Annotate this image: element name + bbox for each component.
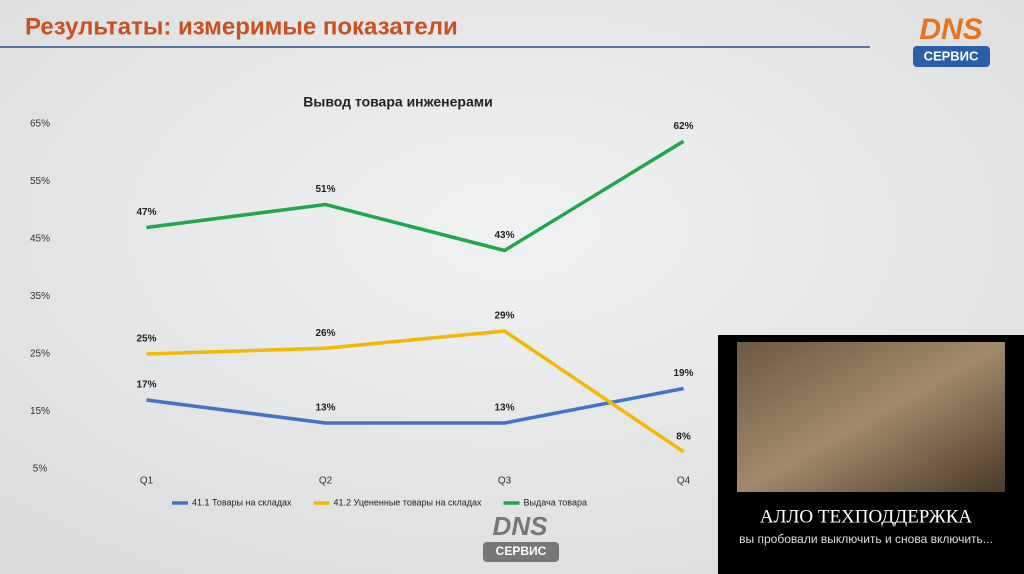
logo-brand: DNS <box>919 13 982 46</box>
series-line <box>146 139 685 253</box>
x-tick-label: Q2 <box>319 476 333 487</box>
data-label: 43% <box>494 230 514 241</box>
series-line <box>146 329 685 454</box>
series-line <box>146 386 684 425</box>
y-tick-label: 65% <box>30 119 50 130</box>
footer-logo-service: СЕРВИС <box>496 544 547 558</box>
slide-title: Результаты: измеримые показатели <box>25 13 458 40</box>
caption-subline: вы пробовали выключить и снова включить.… <box>739 532 993 546</box>
data-label: 8% <box>676 431 691 442</box>
data-label: 25% <box>136 334 156 345</box>
x-tick-label: Q3 <box>498 476 512 487</box>
y-tick-label: 25% <box>30 349 50 360</box>
caption-headline: АЛЛО ТЕХПОДДЕРЖКА <box>760 506 973 527</box>
footer-logo-brand: DNS <box>493 511 549 541</box>
logo-badge <box>913 46 990 67</box>
y-tick-label: 5% <box>33 464 48 475</box>
data-label: 47% <box>136 207 156 218</box>
data-label: 13% <box>494 403 514 414</box>
legend-label: 41.2 Уцененные товары на складах <box>334 497 482 507</box>
data-label: 62% <box>673 121 693 132</box>
y-tick-label: 15% <box>30 406 50 417</box>
logo-service: СЕРВИС <box>924 48 979 63</box>
chart-title: Вывод товара инженерами <box>303 94 492 110</box>
data-label: 19% <box>673 368 693 379</box>
data-label: 13% <box>315 403 335 414</box>
data-label: 29% <box>494 311 514 322</box>
y-tick-label: 35% <box>30 291 50 302</box>
data-label: 26% <box>315 328 335 339</box>
data-label: 51% <box>315 184 335 195</box>
photo <box>737 342 1005 492</box>
legend-label: Выдача товара <box>524 497 587 507</box>
data-label: 17% <box>136 380 156 391</box>
legend-label: 41.1 Товары на складах <box>192 497 292 507</box>
y-tick-label: 45% <box>30 234 50 245</box>
y-tick-label: 55% <box>30 176 50 187</box>
x-tick-label: Q4 <box>677 476 691 487</box>
x-tick-label: Q1 <box>140 476 154 487</box>
footer-logo-badge <box>483 542 559 562</box>
